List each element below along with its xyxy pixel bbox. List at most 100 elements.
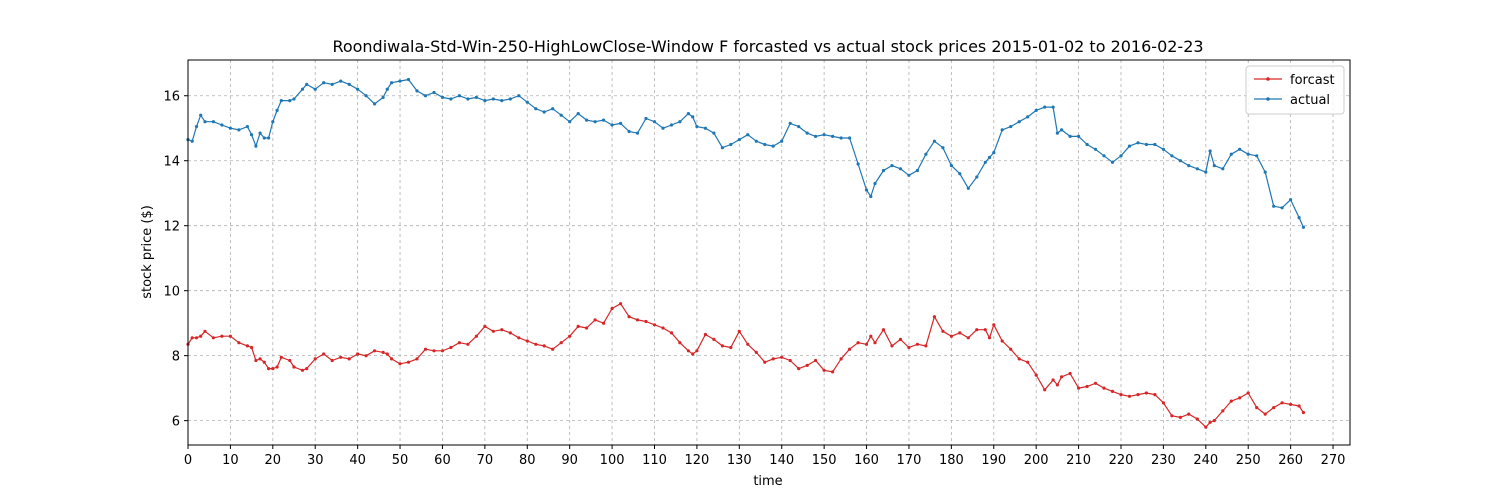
data-point-actual — [695, 125, 699, 129]
data-point-forcast — [500, 328, 504, 332]
data-point-actual — [534, 107, 538, 111]
legend-box — [1245, 65, 1345, 115]
data-point-actual — [1221, 167, 1225, 171]
data-point-actual — [203, 120, 207, 124]
data-point-forcast — [576, 324, 580, 328]
data-point-forcast — [305, 367, 309, 371]
data-point-forcast — [1221, 409, 1225, 413]
data-point-actual — [619, 121, 623, 125]
data-point-actual — [1187, 164, 1191, 168]
data-point-actual — [254, 144, 258, 148]
data-point-actual — [517, 94, 521, 98]
data-point-forcast — [763, 360, 767, 364]
data-point-forcast — [398, 362, 402, 366]
data-point-actual — [457, 94, 461, 98]
x-tick-label: 190 — [981, 453, 1006, 468]
data-point-actual — [373, 102, 377, 106]
data-point-actual — [686, 112, 691, 116]
data-point-forcast — [199, 334, 203, 338]
data-point-forcast — [1263, 412, 1267, 416]
data-point-forcast — [983, 328, 987, 332]
data-point-actual — [292, 97, 296, 101]
data-point-actual — [525, 100, 529, 104]
data-point-actual — [1208, 149, 1212, 153]
data-point-forcast — [932, 315, 937, 319]
data-point-actual — [190, 139, 194, 143]
x-tick-label: 30 — [307, 453, 324, 468]
data-point-forcast — [585, 326, 589, 330]
data-point-actual — [788, 121, 792, 125]
data-point-forcast — [873, 341, 877, 345]
data-point-forcast — [491, 329, 495, 333]
x-tick-label: 260 — [1278, 453, 1303, 468]
data-point-forcast — [610, 306, 614, 311]
data-point-actual — [898, 167, 903, 171]
data-point-actual — [1280, 206, 1284, 210]
x-tick-label: 250 — [1236, 453, 1261, 468]
data-point-actual — [542, 110, 546, 114]
data-point-actual — [385, 87, 389, 91]
data-point-forcast — [1009, 347, 1013, 351]
data-point-forcast — [381, 350, 385, 354]
y-tick-label: 8 — [172, 350, 180, 365]
data-point-forcast — [1170, 414, 1174, 418]
x-tick-label: 90 — [561, 453, 578, 468]
legend: forcast actual — [1245, 65, 1345, 115]
x-tick-label: 40 — [349, 453, 366, 468]
data-point-actual — [869, 194, 873, 199]
data-point-actual — [941, 146, 945, 150]
data-point-forcast — [330, 358, 334, 363]
data-point-actual — [712, 131, 716, 135]
data-point-forcast — [457, 341, 461, 345]
data-point-forcast — [390, 357, 394, 361]
data-point-actual — [703, 126, 708, 130]
data-point-actual — [262, 136, 266, 140]
data-point-forcast — [720, 344, 725, 348]
data-point-forcast — [406, 360, 411, 364]
data-point-forcast — [856, 341, 860, 345]
data-point-actual — [288, 99, 292, 103]
y-axis-title: stock price ($) — [140, 205, 155, 299]
x-tick-label: 240 — [1193, 453, 1218, 468]
data-point-actual — [932, 139, 937, 143]
data-point-forcast — [466, 342, 470, 346]
data-point-forcast — [449, 345, 453, 350]
plot-frame — [187, 59, 1351, 446]
data-point-actual — [1289, 198, 1293, 202]
data-point-actual — [432, 90, 436, 95]
data-point-forcast — [691, 352, 695, 356]
x-axis-title: time — [753, 474, 782, 489]
data-point-forcast — [729, 345, 733, 350]
x-tick-label: 200 — [1024, 453, 1049, 468]
data-point-forcast — [593, 318, 597, 322]
data-point-forcast — [890, 344, 894, 348]
data-point-actual — [881, 168, 886, 173]
data-point-forcast — [678, 341, 682, 345]
data-point-forcast — [559, 341, 563, 345]
data-point-forcast — [245, 344, 249, 348]
data-point-actual — [1093, 147, 1098, 151]
data-point-forcast — [907, 345, 911, 350]
data-point-actual — [1102, 154, 1106, 158]
data-point-forcast — [525, 339, 529, 343]
y-tick-label: 12 — [163, 220, 180, 235]
data-point-forcast — [1195, 417, 1199, 421]
x-tick-label: 50 — [392, 453, 409, 468]
data-point-actual — [267, 136, 271, 140]
data-point-actual — [661, 126, 665, 130]
data-point-actual — [199, 113, 203, 117]
plot-area — [188, 60, 1350, 445]
data-point-forcast — [483, 324, 487, 328]
data-point-actual — [593, 120, 597, 124]
data-point-forcast — [322, 352, 326, 356]
y-tick-label: 16 — [163, 90, 180, 105]
data-point-forcast — [551, 347, 555, 351]
data-point-actual — [805, 131, 809, 135]
data-point-forcast — [1110, 389, 1115, 393]
x-tick-label: 230 — [1151, 453, 1176, 468]
data-point-forcast — [1280, 401, 1284, 405]
data-point-forcast — [746, 342, 750, 346]
data-point-actual — [440, 95, 445, 99]
data-point-actual — [627, 129, 631, 134]
data-point-actual — [250, 133, 254, 137]
